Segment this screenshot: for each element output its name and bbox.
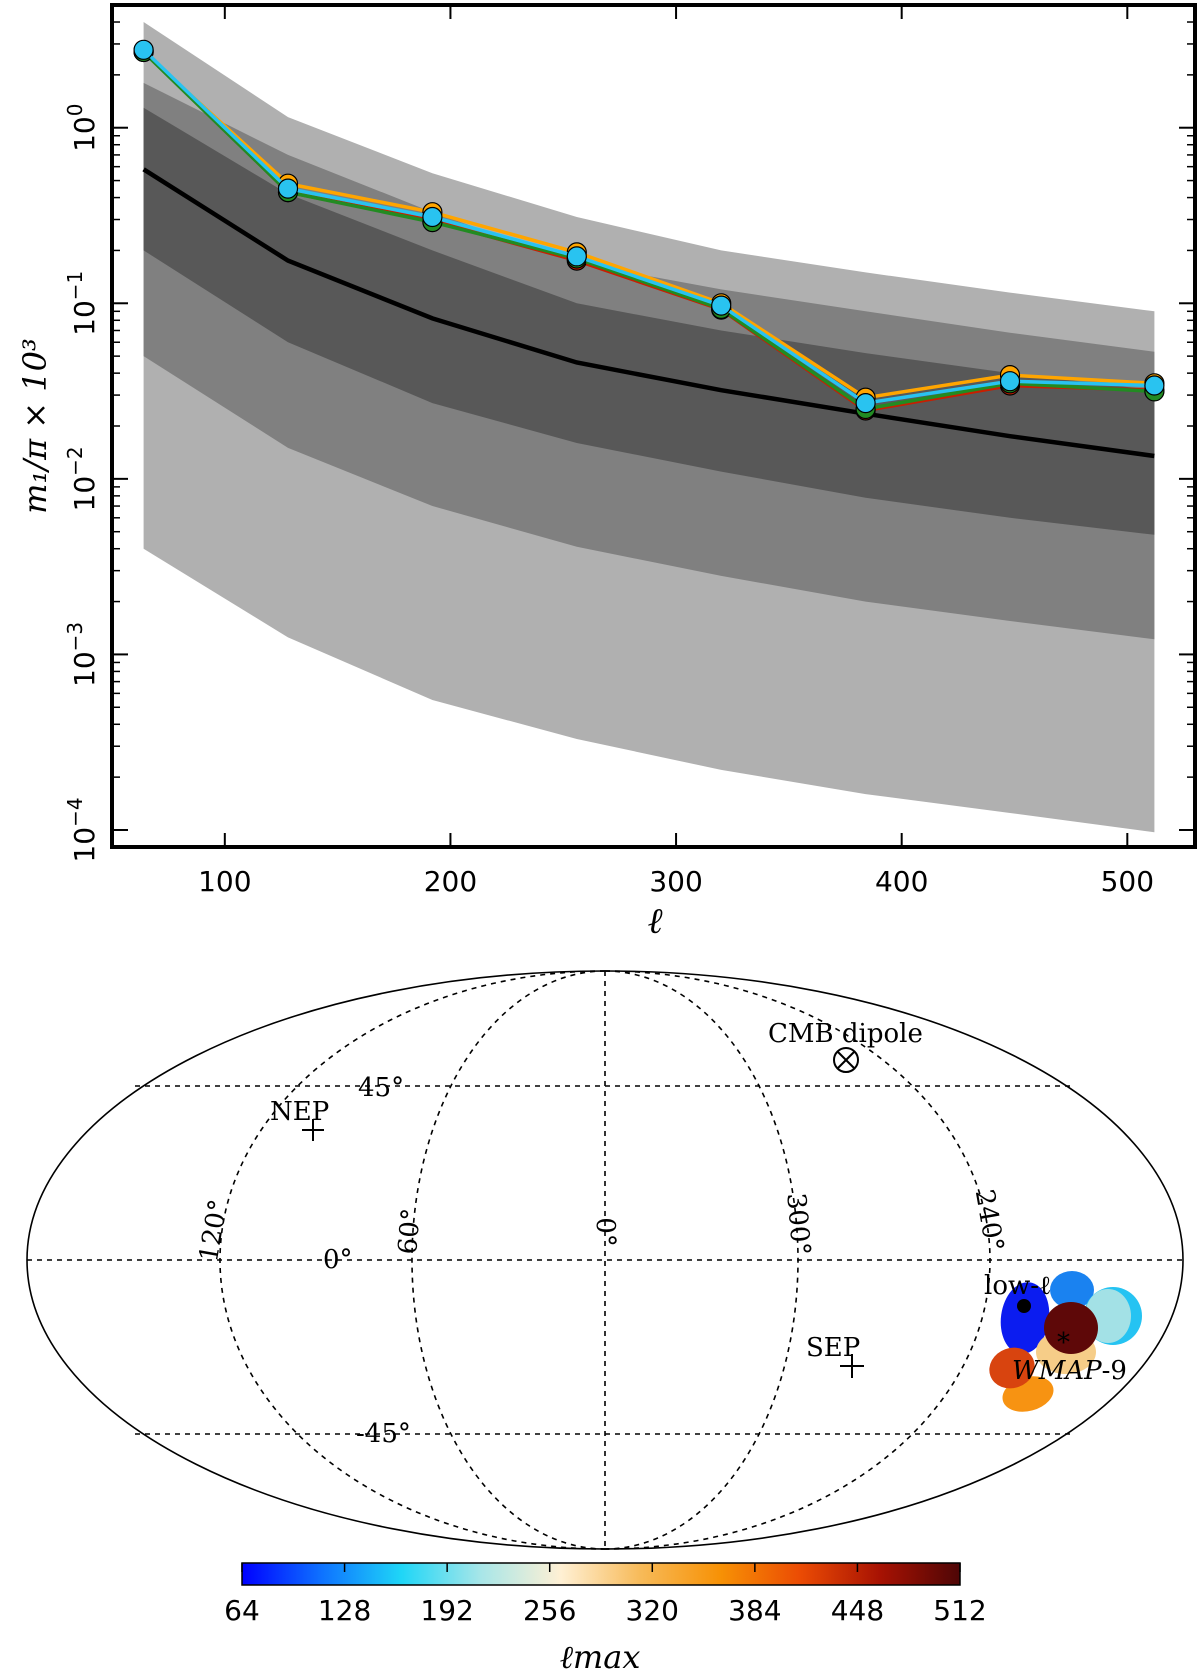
y-tick-label: 10−3 [63, 622, 101, 687]
colorbar-tick-label: 320 [626, 1594, 679, 1627]
colorbar-tick-label: 192 [420, 1594, 473, 1627]
colorbar-gradient [241, 1562, 961, 1586]
lon-label-300: 300° [780, 1192, 815, 1257]
confidence-bands [143, 22, 1155, 833]
point-cyan-320 [711, 295, 732, 316]
low-ell-label: low-ℓ [984, 1271, 1051, 1301]
colorbar-tick-label: 448 [831, 1594, 884, 1627]
x-tick-label: 100 [198, 865, 251, 898]
y-tick-label: 10−2 [63, 446, 101, 511]
y-tick-base: 10 [68, 116, 101, 152]
point-cyan-256 [566, 246, 587, 267]
lon-label-240: 240° [969, 1187, 1009, 1254]
sep-marker [840, 1354, 864, 1378]
colorbar-label: ℓmax [560, 1638, 641, 1674]
y-tick-base: 10 [68, 827, 101, 863]
lon-label-60: 60° [393, 1207, 427, 1256]
direction-ellmax-448 [989, 1347, 1035, 1389]
lat-label-minus45: -45° [356, 1419, 411, 1449]
y-tick-base: 10 [68, 651, 101, 687]
x-tick-label: 400 [875, 865, 928, 898]
median-curve [142, 167, 1155, 459]
colorbar-tick-label: 512 [933, 1594, 986, 1627]
direction-ellmax-64 [1000, 1282, 1050, 1354]
lat-label-45: 45° [358, 1073, 404, 1103]
low-ell-marker [1017, 1299, 1031, 1313]
point-cyan-192 [422, 206, 443, 228]
y-tick-exp: −1 [63, 271, 87, 300]
cmb-dipole-marker [833, 1047, 859, 1073]
colorbar: 64 128 192 256 320 384 448 512 ℓmax [224, 1562, 987, 1674]
point-cyan-448 [999, 371, 1021, 392]
y-tick-base: 10 [68, 300, 101, 336]
colorbar-tick-label: 256 [523, 1594, 576, 1627]
y-tick-label: 10−4 [63, 797, 101, 862]
direction-ellmax-512 [1044, 1302, 1098, 1354]
direction-ellmax-128 [1050, 1271, 1094, 1309]
graticule-meridian-120 [411, 970, 606, 1550]
median-line [142, 167, 1155, 459]
y-tick-exp: −4 [63, 797, 87, 826]
colorbar-tick-label: 128 [318, 1594, 371, 1627]
wmap9-marker: * [1057, 1328, 1070, 1358]
series-line-green [142, 50, 1155, 411]
x-axis-label: ℓ [648, 901, 663, 942]
y-tick-exp: 0 [63, 104, 87, 117]
y-axis-label: m₁/π × 10³ [16, 338, 54, 514]
graticule [27, 970, 1183, 1550]
point-cyan-128 [277, 178, 299, 199]
graticule-meridian-240 [604, 970, 991, 1550]
nep-marker [302, 1119, 324, 1141]
point-cyan-512 [1144, 375, 1165, 396]
lon-label-0: 0° [590, 1217, 620, 1247]
series-cyan [133, 39, 1165, 414]
wmap9-label-suffix: -9 [1102, 1356, 1127, 1386]
graticule-meridian-300 [604, 970, 799, 1550]
ell-max-directions [989, 1271, 1142, 1412]
sep-label: SEP [806, 1333, 860, 1363]
y-tick-label: 100 [63, 104, 101, 152]
y-tick-base: 10 [68, 476, 101, 512]
sky-map: 45° 0° -45° 120° 60° 0° 300° 240° CMB di… [26, 970, 1184, 1550]
wmap9-label-name: WMAP [1012, 1356, 1102, 1386]
lon-label-120: 120° [194, 1197, 234, 1264]
graticule-meridian-60 [219, 970, 606, 1550]
colorbar-tick-label: 64 [224, 1594, 260, 1627]
series-line-orange [142, 50, 1155, 400]
point-cyan-384 [855, 393, 876, 414]
x-tick-label: 200 [424, 865, 477, 898]
x-tick-label: 300 [649, 865, 702, 898]
series-line-cyan [142, 48, 1155, 405]
y-tick-exp: −3 [63, 622, 87, 651]
colorbar-ticks: 64 128 192 256 320 384 448 512 [224, 1563, 987, 1627]
x-axis-ticks: 100 200 300 400 500 [198, 5, 1154, 898]
point-cyan-64 [133, 39, 154, 60]
y-tick-exp: −2 [63, 446, 87, 475]
wmap9-label: WMAP-9 [1012, 1356, 1127, 1386]
nep-label: NEP [270, 1097, 329, 1127]
x-tick-label: 500 [1101, 865, 1154, 898]
band-inner [143, 107, 1155, 535]
y-tick-label: 10−1 [63, 271, 101, 336]
data-series [133, 39, 1165, 421]
colorbar-tick-label: 384 [728, 1594, 781, 1627]
cmb-dipole-label: CMB dipole [768, 1019, 923, 1049]
lat-label-0: 0° [323, 1245, 353, 1275]
